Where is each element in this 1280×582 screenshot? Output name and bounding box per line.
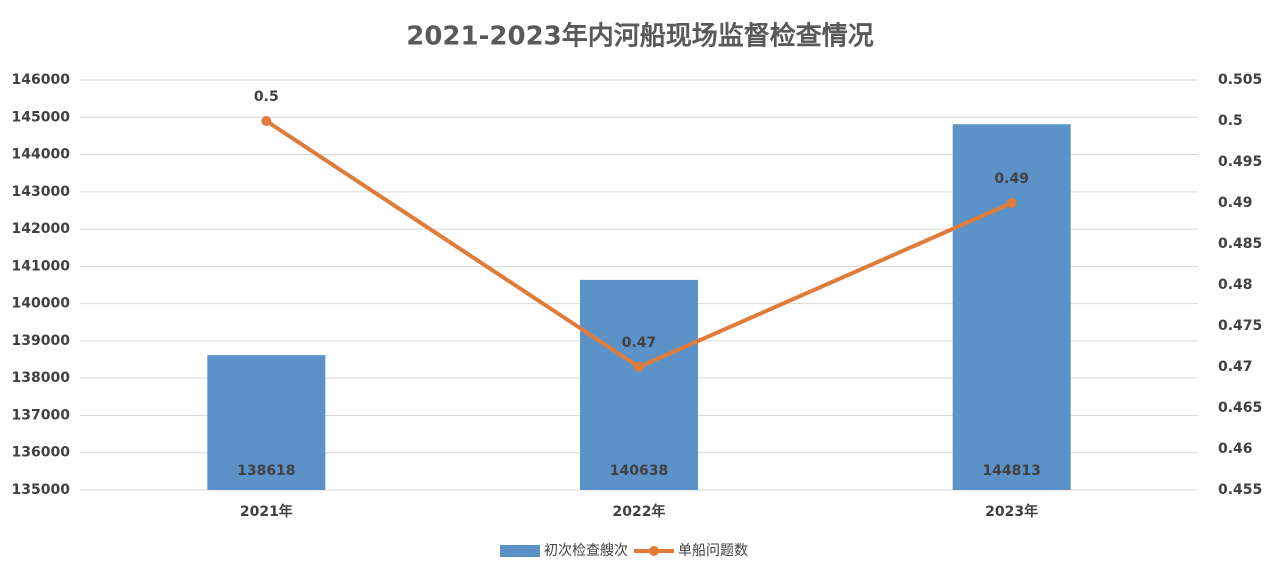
- y-tick-label: 146000: [12, 72, 71, 88]
- y2-tick-label: 0.485: [1218, 236, 1262, 252]
- x-tick-label: 2021年: [240, 503, 293, 520]
- bar-value-label: 140638: [610, 463, 668, 479]
- y-tick-label: 135000: [12, 482, 71, 498]
- x-tick-label: 2022年: [613, 503, 666, 520]
- y2-tick-label: 0.5: [1218, 113, 1243, 129]
- y2-tick-label: 0.505: [1218, 72, 1262, 88]
- y-tick-label: 142000: [12, 221, 71, 237]
- y2-tick-label: 0.46: [1218, 441, 1253, 457]
- y2-tick-label: 0.455: [1218, 482, 1262, 498]
- y-tick-label: 136000: [12, 445, 71, 461]
- y-tick-label: 138000: [12, 370, 71, 386]
- bar-value-label: 138618: [237, 463, 295, 479]
- x-tick-label: 2023年: [985, 503, 1038, 520]
- y2-tick-label: 0.475: [1218, 318, 1262, 334]
- y2-tick-label: 0.495: [1218, 154, 1262, 170]
- y-tick-label: 140000: [12, 296, 71, 312]
- y2-tick-label: 0.47: [1218, 359, 1253, 375]
- line-point: [634, 362, 644, 372]
- y-tick-label: 141000: [12, 258, 71, 274]
- line-point: [1006, 198, 1017, 208]
- bar: [952, 124, 1071, 490]
- line-value-label: 0.5: [254, 89, 279, 105]
- y-tick-label: 143000: [12, 184, 71, 200]
- y-tick-label: 139000: [12, 333, 71, 349]
- line-value-label: 0.47: [622, 335, 657, 351]
- legend-swatch: [649, 546, 659, 556]
- y-tick-label: 145000: [12, 109, 71, 125]
- legend-swatch: [500, 545, 540, 557]
- bar: [580, 279, 698, 490]
- y-tick-label: 144000: [12, 147, 71, 163]
- bar-value-label: 144813: [982, 463, 1040, 479]
- line-point: [261, 116, 272, 126]
- bar: [207, 355, 326, 490]
- y2-tick-label: 0.465: [1218, 400, 1262, 416]
- y2-tick-label: 0.48: [1218, 277, 1253, 293]
- y2-tick-label: 0.49: [1218, 195, 1253, 211]
- chart-title: 2021-2023年内河船现场监督检查情况: [406, 21, 874, 52]
- line-value-label: 0.49: [994, 171, 1029, 187]
- legend-label: 单船问题数: [678, 543, 748, 559]
- legend-label: 初次检查艘次: [544, 542, 628, 559]
- y-tick-label: 137000: [12, 407, 71, 423]
